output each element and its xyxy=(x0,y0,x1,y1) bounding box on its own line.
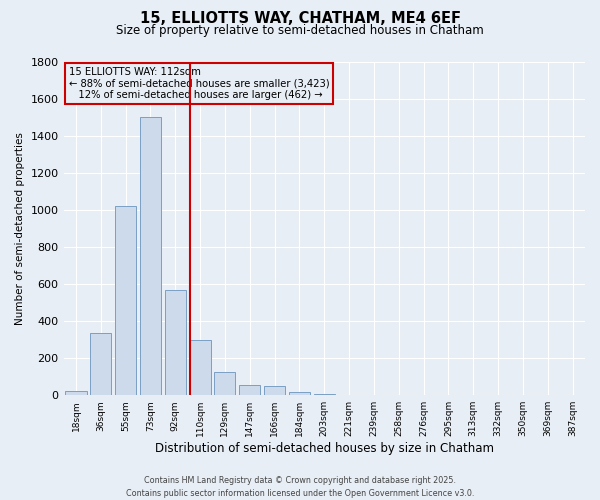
Bar xyxy=(165,290,186,395)
Bar xyxy=(214,372,235,395)
Bar xyxy=(314,394,335,395)
Bar xyxy=(115,206,136,395)
Text: Contains HM Land Registry data © Crown copyright and database right 2025.
Contai: Contains HM Land Registry data © Crown c… xyxy=(126,476,474,498)
Bar xyxy=(289,392,310,395)
Bar xyxy=(140,117,161,395)
Y-axis label: Number of semi-detached properties: Number of semi-detached properties xyxy=(15,132,25,325)
Bar xyxy=(239,385,260,395)
Text: 15, ELLIOTTS WAY, CHATHAM, ME4 6EF: 15, ELLIOTTS WAY, CHATHAM, ME4 6EF xyxy=(139,11,461,26)
Bar xyxy=(65,390,86,395)
Text: Size of property relative to semi-detached houses in Chatham: Size of property relative to semi-detach… xyxy=(116,24,484,37)
Text: 15 ELLIOTTS WAY: 112sqm
← 88% of semi-detached houses are smaller (3,423)
   12%: 15 ELLIOTTS WAY: 112sqm ← 88% of semi-de… xyxy=(69,66,329,100)
Bar xyxy=(90,333,112,395)
X-axis label: Distribution of semi-detached houses by size in Chatham: Distribution of semi-detached houses by … xyxy=(155,442,494,455)
Bar xyxy=(264,386,285,395)
Bar xyxy=(190,340,211,395)
